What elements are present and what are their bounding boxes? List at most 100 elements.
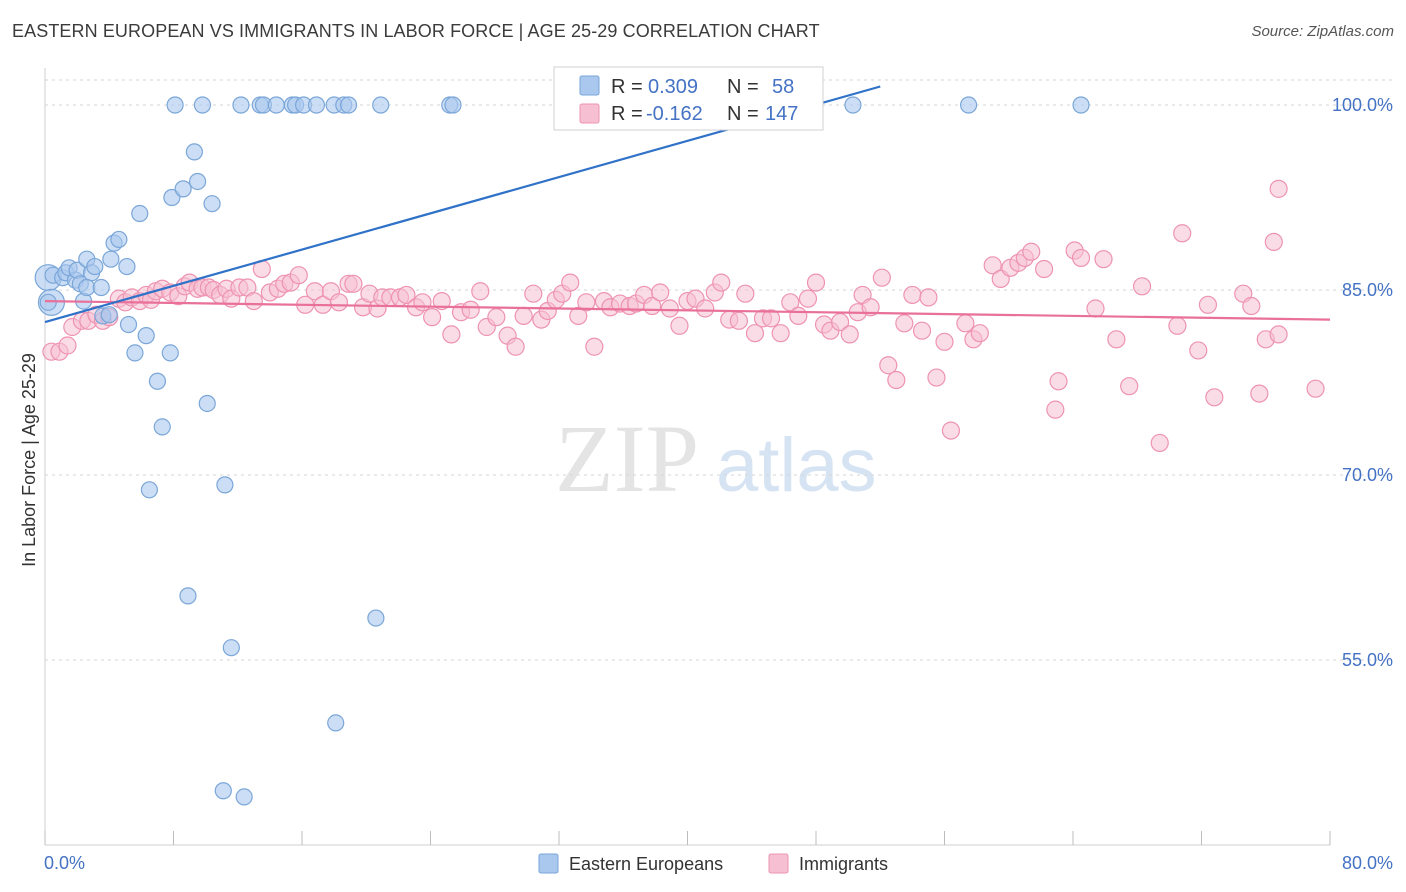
immigrants-point — [927, 368, 946, 387]
legend-r-value-1: 0.309 — [648, 76, 698, 98]
immigrants-point — [1034, 259, 1054, 279]
eastern-europeans-point — [222, 639, 240, 657]
immigrants-point — [344, 274, 363, 293]
immigrants-point — [670, 316, 689, 335]
immigrants-point — [895, 314, 914, 333]
eastern-europeans-point — [185, 143, 203, 161]
bottom-legend-swatch-pink — [768, 853, 789, 874]
y-tick-label: 100.0% — [1332, 95, 1393, 115]
eastern-europeans-point — [1072, 96, 1090, 114]
immigrants-point — [1173, 224, 1192, 243]
eastern-europeans-point — [166, 96, 184, 114]
y-tick-labels: 55.0% 70.0% 85.0% 100.0% — [1332, 95, 1393, 670]
source-note: Source: ZipAtlas.com — [1251, 23, 1394, 40]
bottom-legend-swatch-blue — [538, 853, 559, 874]
eastern-europeans-point — [193, 96, 212, 114]
eastern-europeans-point — [216, 476, 234, 494]
watermark-atlas: atlas — [716, 423, 877, 508]
eastern-europeans-point — [92, 278, 110, 297]
grid-lines — [45, 79, 1393, 661]
eastern-europeans-point — [102, 250, 120, 268]
immigrants-point — [651, 283, 670, 302]
bottom-legend-label-immigrants: Immigrants — [799, 854, 888, 874]
immigrants-point — [1242, 296, 1261, 316]
y-tick-label: 85.0% — [1342, 280, 1393, 300]
eastern-europeans-point — [153, 418, 171, 436]
eastern-europeans-point — [232, 96, 250, 114]
immigrants-point — [561, 273, 580, 292]
eastern-europeans-point — [78, 278, 96, 297]
eastern-europeans-point — [148, 372, 167, 390]
y-tick-label: 55.0% — [1342, 650, 1393, 670]
immigrants-point — [956, 314, 975, 333]
legend-n-label-1: N = — [727, 76, 759, 98]
eastern-europeans-point — [844, 96, 862, 114]
eastern-europeans-point — [372, 96, 390, 114]
immigrants-point — [1306, 379, 1325, 398]
eastern-europeans-point — [267, 96, 285, 114]
immigrants-point — [1168, 316, 1187, 335]
immigrants-point — [941, 421, 961, 440]
immigrants-point — [887, 370, 906, 390]
eastern-europeans-point — [339, 96, 358, 114]
immigrants-point — [569, 306, 588, 325]
immigrants-point — [1120, 377, 1139, 396]
bottom-legend-label-eastern-europeans: Eastern Europeans — [569, 854, 723, 874]
immigrants-point — [919, 288, 938, 307]
legend-r-label-2: R = — [611, 103, 643, 125]
eastern-europeans-point — [179, 587, 197, 605]
immigrants-point — [514, 306, 533, 325]
eastern-europeans-point — [959, 96, 978, 114]
immigrants-point — [413, 293, 432, 312]
immigrants-point — [329, 293, 349, 312]
immigrants-point — [487, 308, 506, 327]
eastern-europeans-point — [444, 96, 462, 114]
immigrants-point — [585, 337, 604, 356]
eastern-europeans-point — [214, 782, 232, 800]
eastern-europeans-point — [131, 204, 149, 223]
immigrants-point — [771, 324, 790, 343]
immigrants-point — [761, 309, 781, 328]
immigrants-point — [970, 324, 989, 343]
x-tick-label: 80.0% — [1342, 853, 1393, 873]
eastern-europeans-point — [119, 315, 138, 334]
eastern-europeans-point — [86, 257, 104, 276]
immigrants-point — [1269, 325, 1288, 344]
eastern-europeans-point — [307, 96, 326, 114]
eastern-europeans-point — [118, 257, 136, 276]
immigrants-point — [1049, 372, 1068, 391]
watermark: ZIP atlas — [555, 405, 877, 512]
eastern-europeans-point — [235, 788, 253, 806]
immigrants-point — [58, 336, 77, 355]
immigrants-point — [1107, 330, 1126, 349]
eastern-europeans-point — [110, 230, 128, 249]
immigrants-point — [1046, 400, 1065, 419]
eastern-europeans-point — [174, 180, 192, 198]
immigrants-point — [745, 324, 765, 343]
eastern-europeans-point — [198, 394, 216, 413]
immigrants-point — [461, 300, 480, 319]
immigrants-point — [1150, 433, 1169, 453]
immigrants-point — [729, 311, 749, 330]
immigrants-point — [423, 308, 442, 327]
immigrants-point — [289, 266, 308, 285]
eastern-europeans-point — [367, 609, 385, 627]
immigrants-point — [1094, 250, 1113, 269]
eastern-europeans-point — [137, 327, 155, 345]
eastern-europeans-point — [327, 714, 345, 732]
immigrants-point — [524, 284, 543, 303]
immigrants-point — [903, 285, 922, 305]
immigrants-point — [506, 337, 525, 356]
immigrants-point — [1205, 388, 1224, 407]
legend-n-value-2: 147 — [765, 103, 798, 125]
immigrants-point — [1086, 299, 1105, 318]
immigrants-point — [397, 285, 416, 305]
eastern-europeans-point — [126, 344, 144, 362]
eastern-europeans-point — [203, 195, 221, 213]
immigrants-point — [840, 325, 859, 344]
eastern-europeans-point — [140, 481, 159, 499]
legend-n-label-2: N = — [727, 103, 759, 125]
immigrants-point — [798, 289, 818, 308]
immigrants-point — [861, 298, 880, 317]
